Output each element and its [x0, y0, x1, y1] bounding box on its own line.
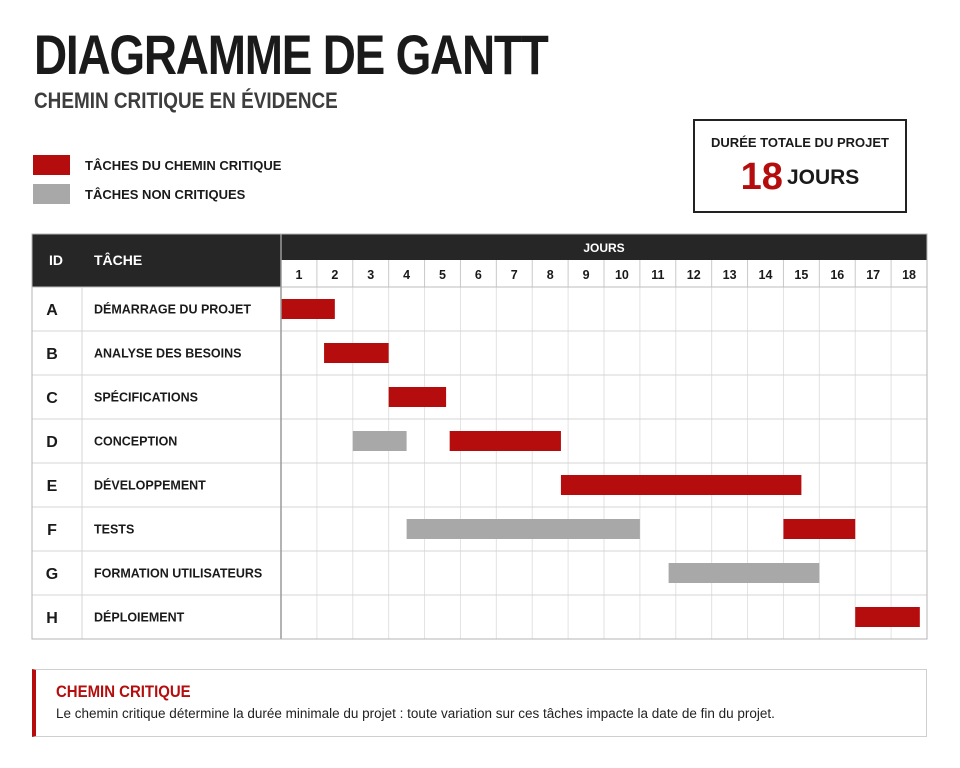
day-label: 9 [583, 268, 590, 282]
task-name: DÉPLOIEMENT [94, 610, 185, 625]
task-id: A [46, 302, 58, 319]
column-header-id: ID [49, 252, 63, 268]
task-id: E [47, 478, 58, 495]
project-duration-line: 18 JOURS [695, 156, 905, 199]
critical-task-bar [783, 519, 856, 539]
project-duration-caption: DURÉE TOTALE DU PROJET [711, 135, 889, 150]
legend-noncritical-swatch [33, 184, 70, 204]
task-name: ANALYSE DES BESOINS [94, 347, 242, 361]
legend-critical-label: TÂCHES DU CHEMIN CRITIQUE [85, 157, 282, 173]
timeline-header-band [281, 234, 927, 260]
day-label: 11 [651, 268, 664, 282]
task-id: H [46, 610, 58, 627]
task-id: G [46, 566, 58, 583]
task-name: SPÉCIFICATIONS [94, 390, 198, 405]
project-duration-value: 18 [740, 156, 783, 198]
legend-critical: TÂCHES DU CHEMIN CRITIQUE [33, 154, 281, 176]
day-label: 6 [475, 268, 482, 282]
noncritical-task-bar [352, 431, 407, 451]
critical-path-note-title: CHEMIN CRITIQUE [56, 682, 191, 701]
day-label: 4 [403, 268, 410, 282]
legend-noncritical: TÂCHES NON CRITIQUES [33, 183, 245, 205]
task-id: C [46, 390, 58, 407]
page-subtitle: CHEMIN CRITIQUE EN ÉVIDENCE [34, 88, 338, 113]
column-header-days: JOURS [583, 241, 624, 255]
day-label: 8 [547, 268, 554, 282]
column-header-task: TÂCHE [94, 251, 142, 268]
critical-path-note-text: Le chemin critique détermine la durée mi… [56, 706, 775, 721]
table-header-left [32, 234, 281, 287]
day-label: 1 [295, 268, 302, 282]
critical-task-bar [449, 431, 561, 451]
day-label: 14 [759, 268, 773, 282]
day-label: 18 [902, 268, 916, 282]
critical-task-bar [855, 607, 920, 627]
task-name: FORMATION UTILISATEURS [94, 567, 262, 581]
day-label: 10 [615, 268, 629, 282]
project-duration-box: DURÉE TOTALE DU PROJET 18 JOURS [693, 119, 907, 213]
page-title: DIAGRAMME DE GANTT [34, 23, 549, 86]
day-label: 3 [367, 268, 374, 282]
day-label: 17 [866, 268, 880, 282]
critical-path-note: CHEMIN CRITIQUE Le chemin critique déter… [32, 669, 927, 737]
day-label: 2 [331, 268, 338, 282]
task-name: DÉMARRAGE DU PROJET [94, 302, 251, 317]
noncritical-task-bar [668, 563, 820, 583]
task-id: B [46, 346, 58, 363]
noncritical-task-bar [406, 519, 640, 539]
critical-task-bar [560, 475, 802, 495]
task-name: CONCEPTION [94, 435, 177, 449]
task-name: TESTS [94, 523, 134, 537]
table-border [31, 233, 928, 640]
critical-task-bar [281, 299, 335, 319]
task-name: DÉVELOPPEMENT [94, 478, 206, 493]
critical-task-bar [324, 343, 389, 363]
critical-task-bar [388, 387, 447, 407]
project-duration-unit: JOURS [786, 165, 860, 189]
day-label: 16 [830, 268, 844, 282]
day-label: 13 [723, 268, 737, 282]
legend-noncritical-label: TÂCHES NON CRITIQUES [85, 186, 246, 202]
task-id: D [46, 434, 58, 451]
legend-critical-swatch [33, 155, 70, 175]
day-label: 5 [439, 268, 446, 282]
task-id: F [47, 522, 57, 539]
day-label: 12 [687, 268, 701, 282]
day-label: 15 [794, 268, 808, 282]
day-label: 7 [511, 268, 518, 282]
